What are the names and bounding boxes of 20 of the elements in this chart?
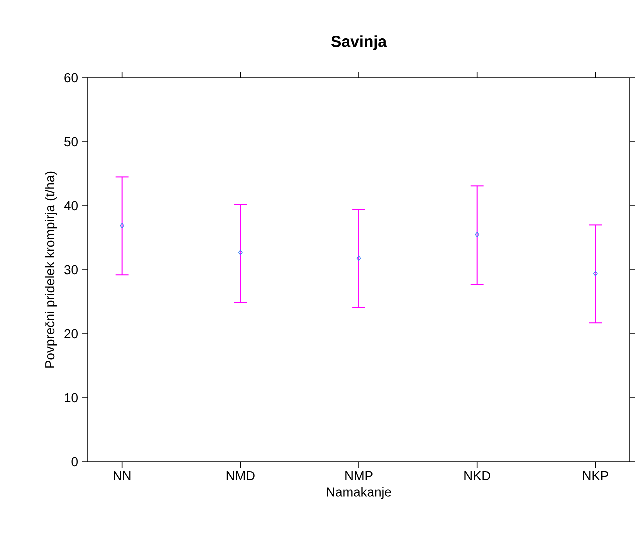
point: [120, 223, 124, 229]
y-tick-label: 50: [64, 137, 78, 147]
x-tick-label: NN: [114, 472, 131, 480]
y-tick-label: 20: [64, 329, 78, 339]
y-tick-label: 10: [65, 393, 78, 403]
x-axis-title: Namakanje: [327, 487, 392, 500]
y-tick-label: 30: [64, 265, 78, 275]
y-tick-label: 60: [64, 73, 78, 83]
point: [475, 232, 480, 238]
y-tick-label: 40: [64, 201, 78, 211]
point: [238, 250, 243, 256]
point: [356, 256, 362, 262]
x-tick-label: NKD: [464, 472, 490, 480]
x-tick-label: NKP: [583, 472, 608, 480]
x-tick-label: NMD: [226, 472, 255, 480]
point: [594, 271, 598, 277]
x-tick-label: NMP: [346, 472, 373, 480]
y-axis-title: Povprečni pridelek krompirja (t/ha): [45, 172, 58, 368]
chart-title: Savinja: [331, 36, 388, 50]
y-tick-label: 0: [72, 457, 78, 467]
